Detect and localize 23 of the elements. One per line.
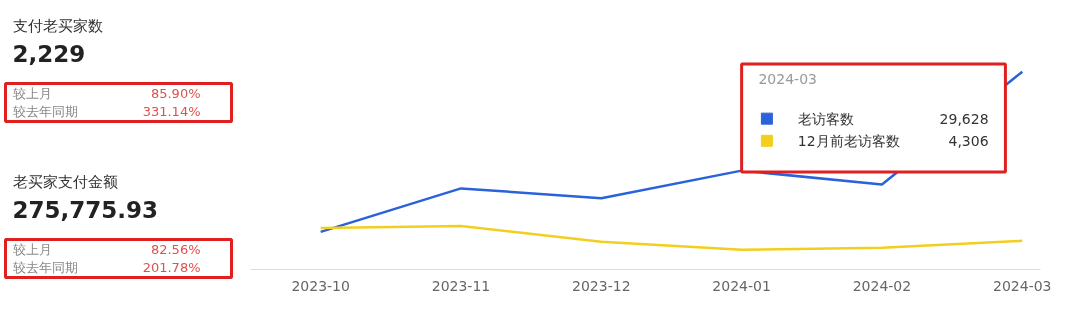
text: 较上月: [12, 86, 52, 101]
text: 82.56%: [150, 242, 201, 257]
x-tick-label: 2024-03: [993, 277, 1052, 294]
x-tick-label: 2023-12: [572, 277, 631, 294]
annotation: 4,306: [948, 132, 989, 149]
text: 较去年同期: [12, 260, 78, 275]
text: 201.78%: [142, 260, 201, 275]
text: 较去年同期: [12, 104, 78, 119]
x-tick-label: 2024-01: [712, 277, 771, 294]
annotation: 2024-03: [758, 71, 817, 88]
text: 331.14%: [142, 104, 201, 119]
x-tick-label: 2024-02: [852, 277, 912, 294]
text: 85.90%: [150, 86, 201, 101]
annotation: 29,628: [939, 110, 989, 127]
text: 2,229: [12, 40, 86, 67]
text: 275,775.93: [12, 196, 159, 223]
legend-label: 12月前老访客数: [797, 132, 900, 149]
x-tick-label: 2023-10: [291, 277, 350, 294]
text: 老买家支付金额: [12, 172, 118, 191]
text: 较上月: [12, 242, 52, 257]
legend-label: 老访客数: [797, 110, 854, 127]
text: 支付老买家数: [12, 16, 103, 35]
x-tick-label: 2023-11: [431, 277, 491, 294]
